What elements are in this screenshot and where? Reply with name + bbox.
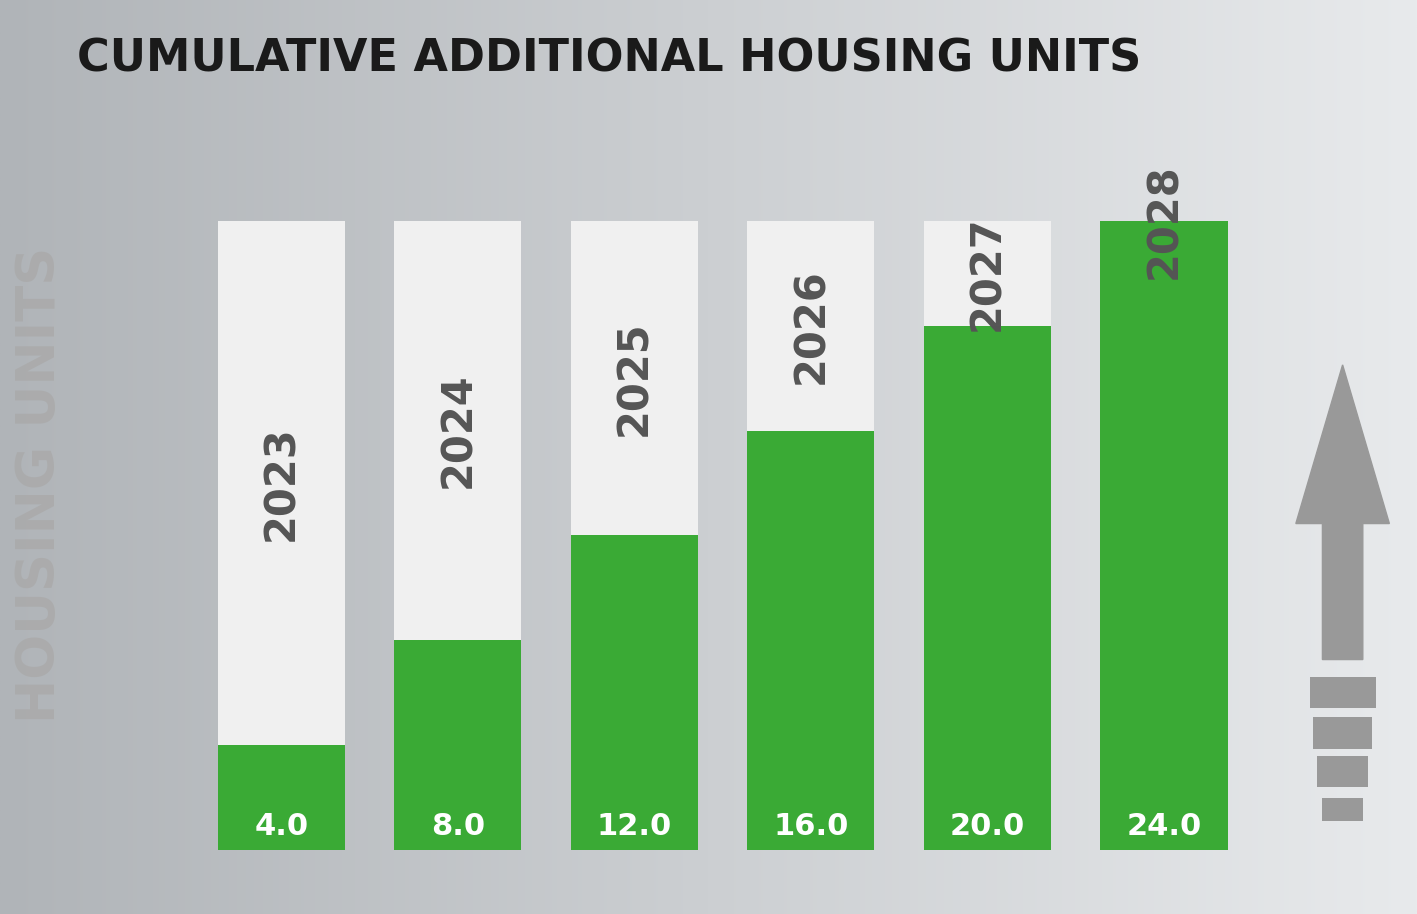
Bar [747, 221, 874, 850]
Bar [747, 430, 874, 850]
Text: 20.0: 20.0 [949, 812, 1024, 841]
Text: 24.0: 24.0 [1127, 812, 1202, 841]
Text: 2023: 2023 [261, 425, 302, 541]
Text: 2026: 2026 [789, 268, 832, 384]
Text: 16.0: 16.0 [774, 812, 849, 841]
Bar [1314, 717, 1372, 749]
Text: 8.0: 8.0 [431, 812, 485, 841]
Text: 2027: 2027 [966, 216, 1009, 331]
FancyArrow shape [1297, 365, 1389, 660]
Text: 2028: 2028 [1144, 163, 1185, 279]
Text: CUMULATIVE ADDITIONAL HOUSING UNITS: CUMULATIVE ADDITIONAL HOUSING UNITS [77, 37, 1142, 81]
Bar [394, 221, 521, 850]
Bar [924, 325, 1051, 850]
Bar [1322, 799, 1363, 821]
Text: 2024: 2024 [436, 373, 479, 488]
Bar [924, 221, 1051, 850]
Text: 2025: 2025 [614, 321, 656, 436]
Text: 4.0: 4.0 [254, 812, 309, 841]
Bar [571, 536, 699, 850]
Bar [1101, 221, 1227, 850]
Bar [218, 745, 344, 850]
Bar [571, 221, 699, 850]
Bar [218, 221, 344, 850]
Bar [394, 641, 521, 850]
Text: 12.0: 12.0 [597, 812, 672, 841]
Bar [1309, 676, 1376, 707]
Text: HOUSING UNITS: HOUSING UNITS [14, 246, 65, 723]
Bar [1101, 221, 1227, 850]
Bar [1318, 756, 1369, 787]
